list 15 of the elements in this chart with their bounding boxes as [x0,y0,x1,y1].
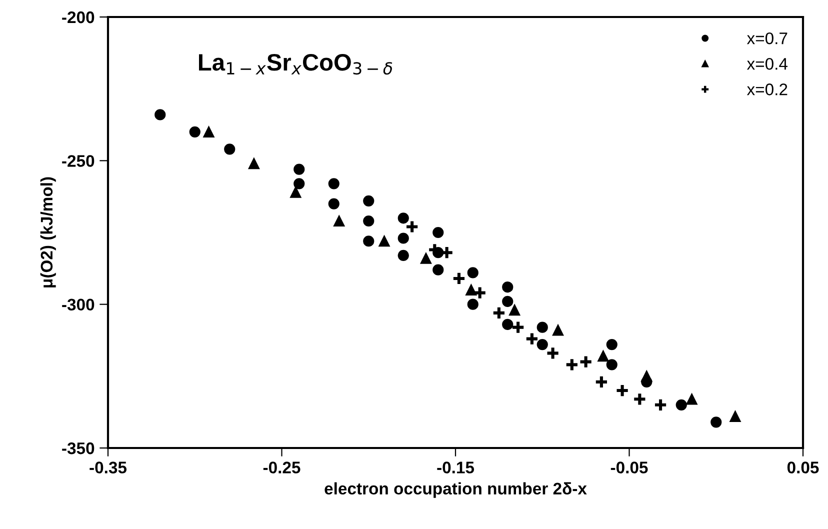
x-tick-label: -0.35 [90,462,127,474]
x-tick-label: -0.15 [437,462,474,474]
text: La$_{1−x}$Sr$_{x}$CoO$_{3−δ}$ [199,54,392,75]
y-axis-title: μ(O2) (kJ/mol) [40,177,56,288]
y-tick-label: -350 [62,442,94,454]
x-axis-title: electron occupation number 2δ-x [324,482,587,498]
x-tick-label: 0.05 [787,462,819,474]
legend-label: x=0.2 [746,84,788,96]
x-tick-label: -0.25 [263,462,300,474]
y-tick-label: -250 [62,155,94,167]
y-tick-label: -200 [62,11,94,24]
legend-label: x=0.7 [746,32,788,44]
x-tick-label: -0.05 [610,462,648,474]
y-tick-label: -300 [62,298,94,311]
legend-label: x=0.4 [746,58,788,70]
